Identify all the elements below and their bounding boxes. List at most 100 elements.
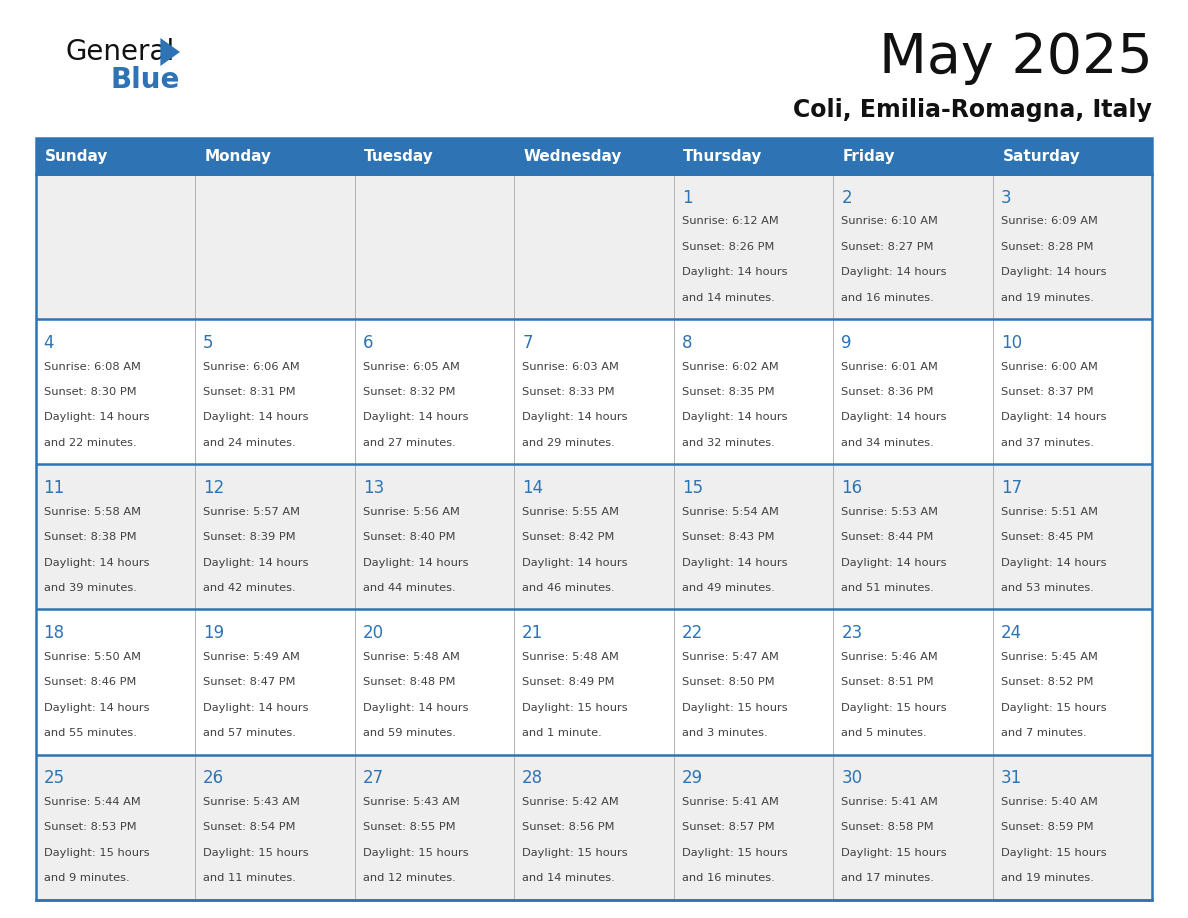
Text: 20: 20	[362, 624, 384, 642]
Bar	[195, 319, 355, 465]
Text: Sunset: 8:44 PM: Sunset: 8:44 PM	[841, 532, 934, 543]
Text: and 11 minutes.: and 11 minutes.	[203, 873, 296, 883]
Text: Sunrise: 5:48 AM: Sunrise: 5:48 AM	[523, 652, 619, 662]
Text: and 32 minutes.: and 32 minutes.	[682, 438, 775, 448]
Bar	[355, 610, 514, 755]
Text: 23: 23	[841, 624, 862, 642]
Text: Sunset: 8:52 PM: Sunset: 8:52 PM	[1000, 677, 1093, 688]
Text: 3: 3	[1000, 188, 1011, 207]
Text: Daylight: 15 hours: Daylight: 15 hours	[841, 847, 947, 857]
Text: Sunset: 8:54 PM: Sunset: 8:54 PM	[203, 823, 296, 833]
Text: Sunrise: 5:41 AM: Sunrise: 5:41 AM	[682, 797, 778, 807]
Bar	[36, 465, 195, 610]
Text: Daylight: 14 hours: Daylight: 14 hours	[203, 702, 309, 712]
Text: 13: 13	[362, 479, 384, 497]
Bar	[514, 755, 674, 900]
Text: 19: 19	[203, 624, 225, 642]
Bar	[993, 138, 1152, 174]
Text: and 9 minutes.: and 9 minutes.	[44, 873, 129, 883]
Text: and 16 minutes.: and 16 minutes.	[682, 873, 775, 883]
Text: Sunset: 8:28 PM: Sunset: 8:28 PM	[1000, 241, 1093, 252]
Text: 1: 1	[682, 188, 693, 207]
Text: Daylight: 15 hours: Daylight: 15 hours	[44, 847, 150, 857]
Text: Daylight: 15 hours: Daylight: 15 hours	[1000, 702, 1106, 712]
Bar	[36, 755, 195, 900]
Text: 31: 31	[1000, 769, 1022, 787]
Text: Sunset: 8:55 PM: Sunset: 8:55 PM	[362, 823, 455, 833]
Bar	[674, 319, 833, 465]
Text: and 22 minutes.: and 22 minutes.	[44, 438, 137, 448]
Bar	[993, 465, 1152, 610]
Text: 11: 11	[44, 479, 65, 497]
Text: Sunrise: 5:49 AM: Sunrise: 5:49 AM	[203, 652, 301, 662]
Bar	[36, 138, 195, 174]
Text: Thursday: Thursday	[683, 149, 763, 163]
Text: Sunset: 8:57 PM: Sunset: 8:57 PM	[682, 823, 775, 833]
Bar	[833, 465, 993, 610]
Text: 8: 8	[682, 333, 693, 352]
Bar	[993, 319, 1152, 465]
Text: Daylight: 14 hours: Daylight: 14 hours	[682, 557, 788, 567]
Text: Friday: Friday	[842, 149, 896, 163]
Text: Daylight: 14 hours: Daylight: 14 hours	[841, 557, 947, 567]
Text: Sunrise: 6:05 AM: Sunrise: 6:05 AM	[362, 362, 460, 372]
Bar	[674, 138, 833, 174]
Bar	[514, 319, 674, 465]
Bar	[355, 755, 514, 900]
Text: Sunset: 8:42 PM: Sunset: 8:42 PM	[523, 532, 614, 543]
Text: and 59 minutes.: and 59 minutes.	[362, 728, 455, 738]
Text: 4: 4	[44, 333, 55, 352]
Bar	[674, 755, 833, 900]
Text: Sunrise: 6:09 AM: Sunrise: 6:09 AM	[1000, 217, 1098, 227]
Text: and 37 minutes.: and 37 minutes.	[1000, 438, 1094, 448]
Bar	[833, 610, 993, 755]
Text: Sunrise: 5:53 AM: Sunrise: 5:53 AM	[841, 507, 939, 517]
Text: 5: 5	[203, 333, 214, 352]
Text: Daylight: 15 hours: Daylight: 15 hours	[203, 847, 309, 857]
Text: 18: 18	[44, 624, 64, 642]
Bar	[36, 610, 195, 755]
Text: 17: 17	[1000, 479, 1022, 497]
Text: Sunset: 8:35 PM: Sunset: 8:35 PM	[682, 387, 775, 397]
Text: Sunrise: 5:58 AM: Sunrise: 5:58 AM	[44, 507, 140, 517]
Text: Sunset: 8:40 PM: Sunset: 8:40 PM	[362, 532, 455, 543]
Bar	[195, 755, 355, 900]
Text: and 7 minutes.: and 7 minutes.	[1000, 728, 1087, 738]
Text: Daylight: 14 hours: Daylight: 14 hours	[682, 267, 788, 277]
Text: Daylight: 14 hours: Daylight: 14 hours	[841, 267, 947, 277]
Text: 7: 7	[523, 333, 532, 352]
Text: Sunrise: 5:43 AM: Sunrise: 5:43 AM	[203, 797, 301, 807]
Text: and 29 minutes.: and 29 minutes.	[523, 438, 615, 448]
Bar	[993, 174, 1152, 319]
Text: Sunrise: 6:03 AM: Sunrise: 6:03 AM	[523, 362, 619, 372]
Text: 15: 15	[682, 479, 703, 497]
Text: and 17 minutes.: and 17 minutes.	[841, 873, 934, 883]
Text: Sunrise: 5:48 AM: Sunrise: 5:48 AM	[362, 652, 460, 662]
Text: 24: 24	[1000, 624, 1022, 642]
Bar	[36, 174, 195, 319]
Text: Sunrise: 6:08 AM: Sunrise: 6:08 AM	[44, 362, 140, 372]
Bar	[993, 755, 1152, 900]
Text: Sunset: 8:32 PM: Sunset: 8:32 PM	[362, 387, 455, 397]
Bar	[514, 174, 674, 319]
Text: and 3 minutes.: and 3 minutes.	[682, 728, 767, 738]
Bar	[195, 174, 355, 319]
Text: and 5 minutes.: and 5 minutes.	[841, 728, 927, 738]
Text: Sunset: 8:43 PM: Sunset: 8:43 PM	[682, 532, 775, 543]
Polygon shape	[160, 38, 179, 66]
Text: and 39 minutes.: and 39 minutes.	[44, 583, 137, 593]
Text: 29: 29	[682, 769, 703, 787]
Text: and 46 minutes.: and 46 minutes.	[523, 583, 615, 593]
Text: Blue: Blue	[110, 66, 179, 94]
Text: 26: 26	[203, 769, 225, 787]
Text: Daylight: 14 hours: Daylight: 14 hours	[362, 702, 468, 712]
Text: Sunrise: 6:01 AM: Sunrise: 6:01 AM	[841, 362, 939, 372]
Text: Sunset: 8:56 PM: Sunset: 8:56 PM	[523, 823, 614, 833]
Text: May 2025: May 2025	[879, 31, 1152, 85]
Text: Sunset: 8:47 PM: Sunset: 8:47 PM	[203, 677, 296, 688]
Bar	[195, 138, 355, 174]
Text: and 42 minutes.: and 42 minutes.	[203, 583, 296, 593]
Bar	[674, 465, 833, 610]
Text: Daylight: 15 hours: Daylight: 15 hours	[523, 702, 627, 712]
Text: Daylight: 14 hours: Daylight: 14 hours	[44, 412, 150, 422]
